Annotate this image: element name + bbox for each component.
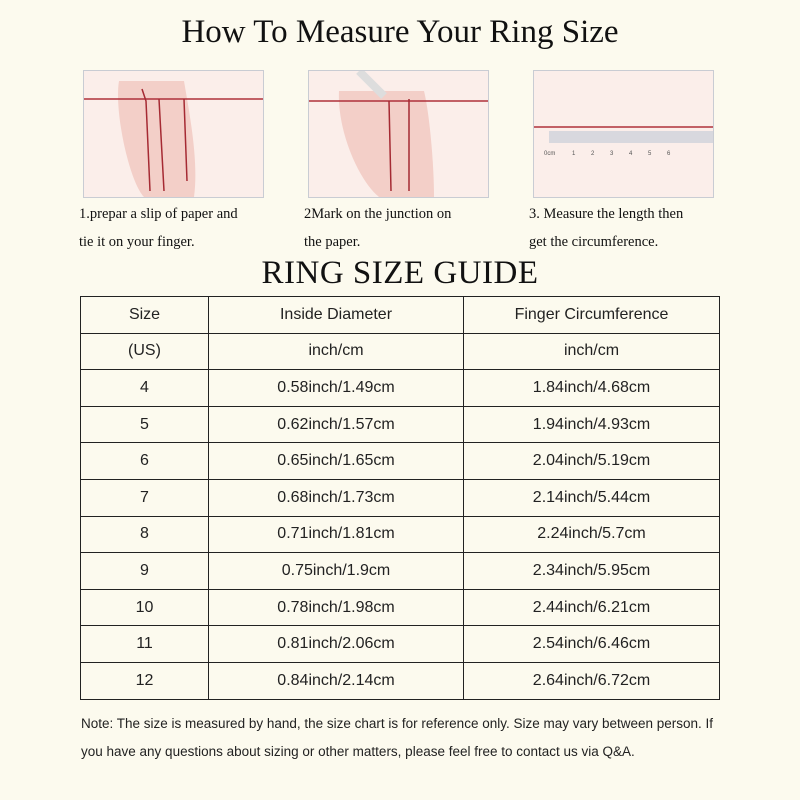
circumference-cell: 2.54inch/6.46cm	[463, 625, 720, 663]
unit-circumference: inch/cm	[463, 332, 720, 371]
diameter-cell: 0.75inch/1.9cm	[208, 552, 464, 590]
size-cell: 5	[80, 405, 209, 444]
header-inside-diameter: Inside Diameter	[208, 296, 464, 334]
ruler-label: 3	[610, 151, 614, 157]
ruler-label: 6	[667, 151, 671, 157]
table-row: 12 0.84inch/2.14cm 2.64inch/6.72cm	[80, 661, 720, 700]
ruler-measure-image: 0cm 1 2 3 4 5 6	[533, 70, 714, 198]
ruler-label: 1	[572, 151, 576, 157]
step-2-caption-2: the paper.	[304, 234, 361, 250]
table-row: 6 0.65inch/1.65cm 2.04inch/5.19cm	[80, 442, 720, 480]
table-units-row: (US) inch/cm inch/cm	[80, 332, 720, 371]
note-text: Note: The size is measured by hand, the …	[81, 716, 714, 759]
step-3-caption: 3. Measure the length then	[529, 206, 684, 222]
size-cell: 12	[80, 661, 209, 700]
step-3-caption-2: get the circumference.	[529, 234, 659, 250]
diameter-cell: 0.68inch/1.73cm	[208, 478, 464, 517]
ruler-label: 5	[648, 151, 652, 157]
step-2-caption: 2Mark on the junction on	[304, 206, 452, 222]
header-finger-circumference: Finger Circumference	[463, 296, 720, 334]
table-row: 10 0.78inch/1.98cm 2.44inch/6.21cm	[80, 588, 720, 627]
header-size: Size	[80, 296, 209, 334]
table-row: 5 0.62inch/1.57cm 1.94inch/4.93cm	[80, 405, 720, 444]
unit-diameter: inch/cm	[208, 332, 464, 371]
page-title: How To Measure Your Ring Size	[181, 14, 619, 50]
step-1-caption: 1.prepar a slip of paper and	[79, 206, 238, 222]
step-3: 0cm 1 2 3 4 5 6 3. Measure the length th…	[529, 70, 718, 256]
table-row: 9 0.75inch/1.9cm 2.34inch/5.95cm	[80, 552, 720, 590]
size-cell: 7	[80, 478, 209, 517]
circumference-cell: 2.14inch/5.44cm	[463, 478, 720, 517]
table-row: 4 0.58inch/1.49cm 1.84inch/4.68cm	[80, 369, 720, 407]
ring-size-guide-title: RING SIZE GUIDE	[261, 255, 539, 291]
diameter-cell: 0.58inch/1.49cm	[208, 369, 464, 407]
ruler-label: 2	[591, 151, 595, 157]
circumference-cell: 2.04inch/5.19cm	[463, 442, 720, 480]
table-header-row: Size Inside Diameter Finger Circumferenc…	[80, 296, 720, 334]
diameter-cell: 0.78inch/1.98cm	[208, 588, 464, 627]
size-cell: 8	[80, 515, 209, 554]
circumference-cell: 1.94inch/4.93cm	[463, 405, 720, 444]
step-1: 1.prepar a slip of paper and tie it on yo…	[79, 70, 268, 256]
table-row: 11 0.81inch/2.06cm 2.54inch/6.46cm	[80, 625, 720, 663]
circumference-cell: 2.64inch/6.72cm	[463, 661, 720, 700]
size-cell: 10	[80, 588, 209, 627]
mark-junction-image	[308, 70, 489, 198]
size-cell: 4	[80, 369, 209, 407]
circumference-cell: 2.34inch/5.95cm	[463, 552, 720, 590]
circumference-cell: 2.44inch/6.21cm	[463, 588, 720, 627]
diameter-cell: 0.62inch/1.57cm	[208, 405, 464, 444]
diameter-cell: 0.71inch/1.81cm	[208, 515, 464, 554]
unit-size: (US)	[80, 332, 209, 371]
size-cell: 9	[80, 552, 209, 590]
ruler-label: 4	[629, 151, 633, 157]
size-cell: 11	[80, 625, 209, 663]
size-cell: 6	[80, 442, 209, 480]
step-2: 2Mark on the junction on the paper.	[304, 70, 493, 256]
ruler-label: 0cm	[544, 151, 555, 157]
step-1-caption-2: tie it on your finger.	[79, 234, 195, 250]
diameter-cell: 0.84inch/2.14cm	[208, 661, 464, 700]
finger-tie-image	[83, 70, 264, 198]
circumference-cell: 2.24inch/5.7cm	[463, 515, 720, 554]
table-row: 8 0.71inch/1.81cm 2.24inch/5.7cm	[80, 515, 720, 554]
ring-size-table: Size Inside Diameter Finger Circumferenc…	[80, 296, 720, 700]
circumference-cell: 1.84inch/4.68cm	[463, 369, 720, 407]
diameter-cell: 0.81inch/2.06cm	[208, 625, 464, 663]
table-row: 7 0.68inch/1.73cm 2.14inch/5.44cm	[80, 478, 720, 517]
diameter-cell: 0.65inch/1.65cm	[208, 442, 464, 480]
